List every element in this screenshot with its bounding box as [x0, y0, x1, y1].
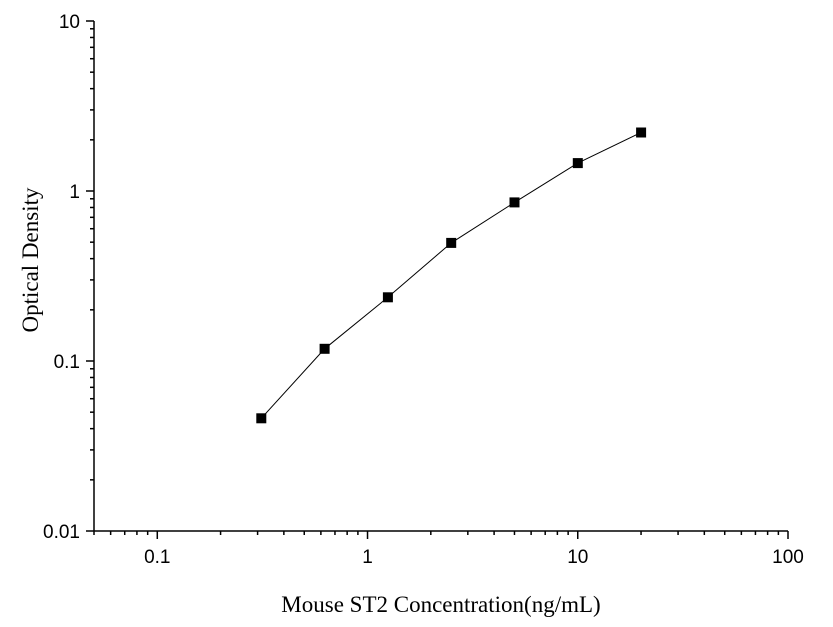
data-point [636, 127, 647, 138]
x-tick-label: 0.1 [144, 547, 170, 568]
data-point [256, 413, 267, 424]
data-point [319, 343, 330, 354]
series-markers [256, 127, 647, 424]
data-point [572, 158, 583, 169]
data-point [509, 197, 520, 208]
y-tick-label: 10 [59, 12, 80, 33]
y-tick-label: 0.01 [43, 522, 80, 543]
axes: 0.01 0.1 1 10 0.1 1 10 100 [43, 12, 804, 568]
x-tick-label: 10 [567, 547, 588, 568]
x-axis-title: Mouse ST2 Concentration(ng/mL) [281, 592, 600, 617]
data-point [446, 237, 457, 248]
x-tick-label: 100 [772, 547, 804, 568]
x-tick-label: 1 [362, 547, 373, 568]
y-tick-label: 1 [69, 182, 80, 203]
data-point [382, 292, 393, 303]
y-tick-label: 0.1 [54, 352, 80, 373]
y-axis-title: Optical Density [18, 187, 43, 332]
